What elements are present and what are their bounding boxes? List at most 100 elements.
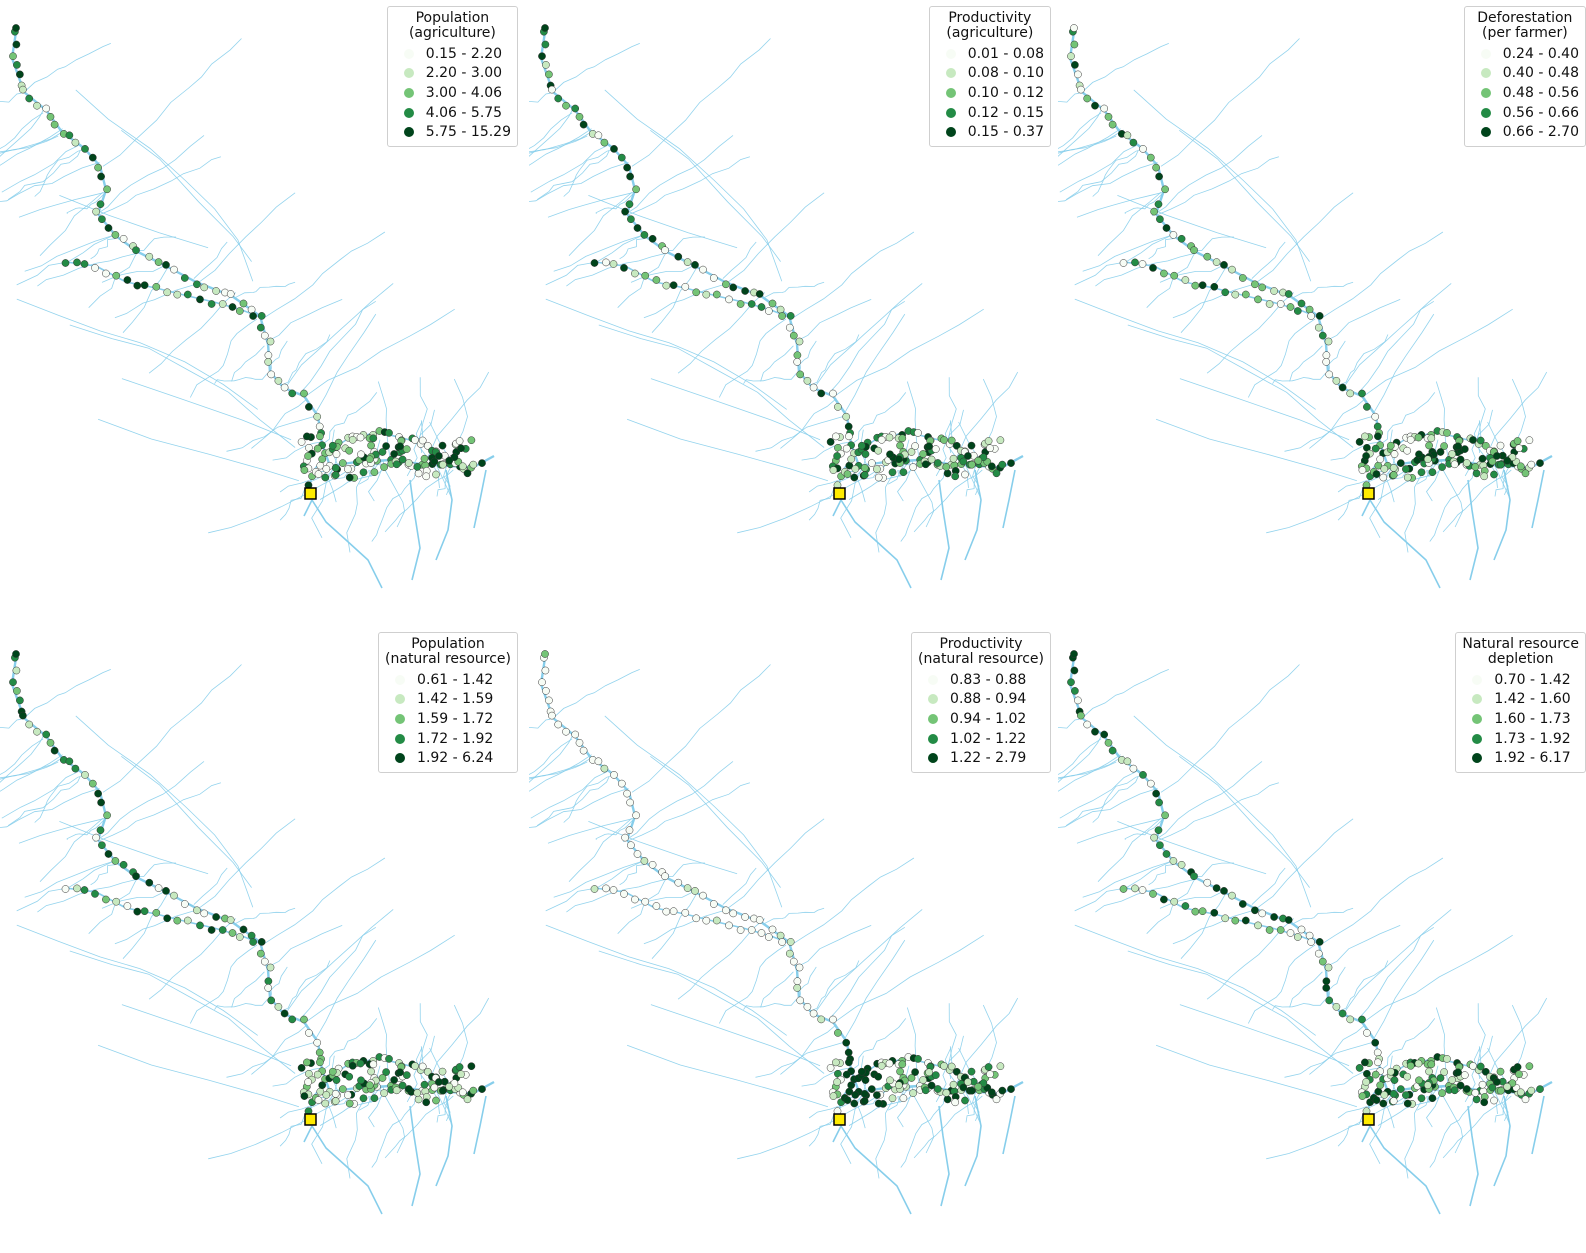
tributary xyxy=(900,1093,946,1168)
tributary xyxy=(835,934,984,1022)
settlement-dot xyxy=(46,738,55,747)
settlement-dot xyxy=(1396,459,1405,467)
tributary xyxy=(1155,418,1358,482)
settlement-dot xyxy=(1070,40,1079,49)
settlement-dot xyxy=(300,389,308,398)
river-map xyxy=(529,24,1024,589)
settlement-dot xyxy=(297,1064,306,1072)
tributary xyxy=(529,788,629,828)
tributary xyxy=(840,1080,867,1164)
tributary xyxy=(1293,281,1354,298)
settlement-dot xyxy=(867,1085,876,1093)
settlement-dot xyxy=(851,465,860,473)
settlement-dot xyxy=(833,452,841,460)
tributary xyxy=(39,817,104,882)
settlement-dot xyxy=(699,265,707,274)
legend-swatch xyxy=(395,733,406,744)
tributary xyxy=(1330,441,1379,461)
settlement-points xyxy=(9,24,486,490)
settlement-dot xyxy=(173,290,182,299)
tributary xyxy=(1058,788,1158,828)
legend-row: 4.06 - 5.75 xyxy=(394,103,511,123)
settlement-dot xyxy=(1108,120,1117,129)
settlement-dot xyxy=(1363,403,1371,411)
settlement-dot xyxy=(345,1099,354,1108)
settlement-dot xyxy=(1138,260,1147,268)
settlement-dot xyxy=(132,246,140,255)
main-river xyxy=(1361,1125,1371,1143)
settlement-dot xyxy=(1332,376,1341,385)
river-map xyxy=(0,24,495,589)
settlement-dot xyxy=(140,281,149,290)
tributary xyxy=(1148,859,1176,886)
settlement-dot xyxy=(974,1082,983,1091)
settlement-dot xyxy=(757,303,766,311)
tributary xyxy=(97,1044,300,1108)
settlement-dot xyxy=(152,282,161,291)
settlement-dot xyxy=(609,260,618,268)
settlement-dot xyxy=(200,283,209,292)
tributary xyxy=(0,162,100,202)
settlement-dot xyxy=(826,1064,835,1072)
legend-row: 0.12 - 0.15 xyxy=(936,103,1044,123)
tributary xyxy=(1247,318,1316,398)
tributary xyxy=(0,92,22,103)
settlement-dot xyxy=(9,52,17,61)
settlement-dot xyxy=(1265,300,1274,308)
settlement-dot xyxy=(974,456,983,465)
tributary xyxy=(279,960,331,1013)
settlement-dot xyxy=(19,85,27,94)
main-river xyxy=(840,1125,912,1215)
legend-swatch xyxy=(395,674,406,685)
settlement-dot xyxy=(398,455,407,464)
settlement-dot xyxy=(940,436,948,444)
tributary xyxy=(1097,817,1162,882)
settlement-dot xyxy=(91,264,99,272)
settlement-dot xyxy=(420,1080,429,1089)
settlement-dot xyxy=(1177,860,1186,869)
settlement-dot xyxy=(348,1061,357,1070)
tributary xyxy=(261,231,386,320)
settlement-dot xyxy=(541,650,549,658)
settlement-dot xyxy=(860,464,869,472)
settlement-dot xyxy=(315,1048,324,1057)
settlement-dot xyxy=(987,462,996,471)
legend-row: 0.94 - 1.02 xyxy=(918,709,1044,729)
settlement-dot xyxy=(264,977,273,986)
settlement-dot xyxy=(575,112,584,121)
settlement-dot xyxy=(1258,283,1267,292)
main-river xyxy=(1369,1125,1441,1215)
settlement-dot xyxy=(94,163,102,172)
tributary xyxy=(90,859,118,886)
settlement-dot xyxy=(50,120,59,129)
settlement-dot xyxy=(925,442,933,451)
settlement-dot xyxy=(860,1097,869,1105)
settlement-dot xyxy=(610,145,618,153)
settlement-dot xyxy=(691,887,699,895)
settlement-dot xyxy=(888,1094,897,1103)
settlement-dot xyxy=(1091,727,1099,736)
settlement-dot xyxy=(1480,472,1489,481)
settlement-dot xyxy=(1067,52,1075,61)
tributary xyxy=(1058,106,1104,157)
settlement-dot xyxy=(435,452,443,460)
tributary xyxy=(251,398,308,449)
settlement-dot xyxy=(1152,789,1160,798)
settlement-dot xyxy=(1536,459,1544,467)
main-river xyxy=(1002,469,1016,529)
settlement-dot xyxy=(776,931,785,940)
settlement-dot xyxy=(1100,730,1109,739)
legend-swatch xyxy=(1480,127,1491,138)
tributary xyxy=(619,859,647,886)
legend-row: 0.10 - 0.12 xyxy=(936,83,1044,103)
settlement-dot xyxy=(545,70,553,79)
tributary xyxy=(743,373,797,384)
settlement-dot xyxy=(702,916,711,925)
tributary xyxy=(604,89,783,282)
settlement-dot xyxy=(112,897,121,906)
tributary xyxy=(529,129,595,153)
settlement-dot xyxy=(1231,916,1240,925)
settlement-points xyxy=(538,24,1015,490)
settlement-dot xyxy=(1436,1074,1445,1082)
settlement-dot xyxy=(163,914,172,923)
